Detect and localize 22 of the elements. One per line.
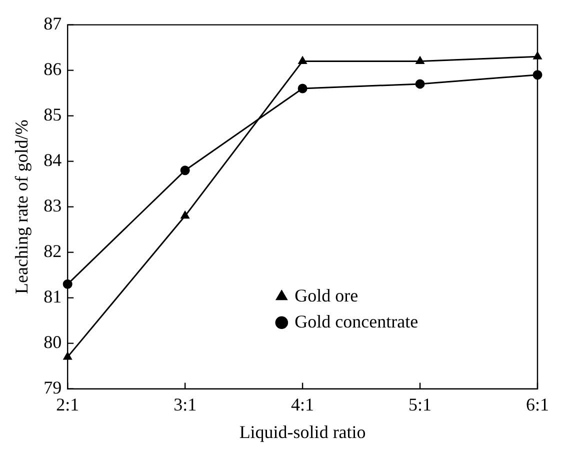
y-tick-label: 86 — [44, 59, 62, 80]
legend-label: Gold ore — [294, 285, 358, 306]
point — [416, 56, 424, 64]
x-axis-title: Liquid-solid ratio — [239, 422, 366, 442]
y-tick-label: 82 — [44, 241, 62, 262]
y-tick-label: 84 — [44, 150, 62, 170]
point — [180, 211, 190, 219]
y-tick-label: 81 — [44, 286, 62, 307]
y-tick-label: 87 — [44, 14, 62, 34]
y-axis-title: Leaching rate of gold/% — [12, 120, 32, 294]
x-tick-label: 5:1 — [408, 394, 432, 414]
point — [180, 166, 190, 176]
point — [298, 84, 308, 94]
point — [298, 56, 307, 64]
x-tick-label: 6:1 — [526, 394, 550, 414]
x-tick-label: 4:1 — [291, 394, 314, 414]
y-tick-label: 83 — [44, 196, 62, 216]
legend-label: Gold concentrate — [294, 311, 418, 332]
y-tick-label: 80 — [44, 332, 62, 352]
y-tick-label: 85 — [44, 104, 62, 125]
x-tick-label: 3:1 — [174, 394, 197, 414]
point — [415, 79, 425, 89]
